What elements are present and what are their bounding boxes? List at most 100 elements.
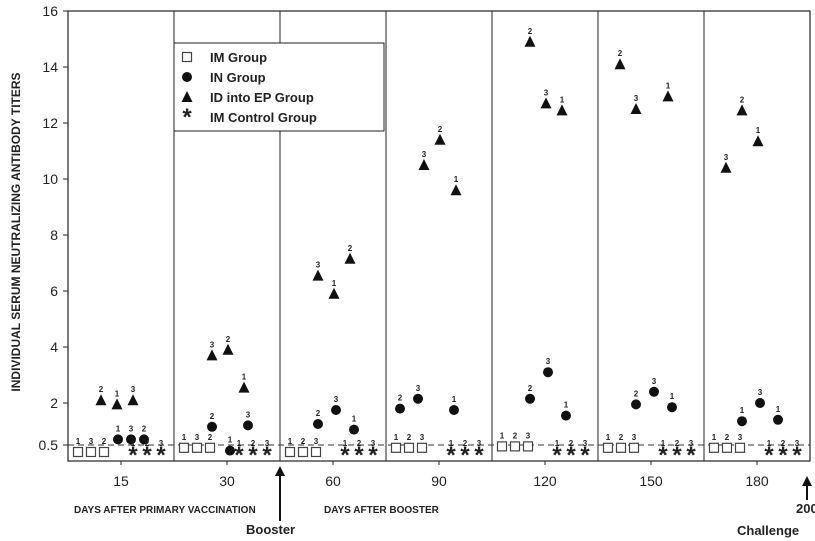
point-label: 3	[738, 433, 743, 442]
caption-challenge-day: 200	[796, 501, 815, 516]
point-label: 3	[758, 388, 763, 397]
point-label: 3	[195, 433, 200, 442]
y-tick-label: 6	[50, 283, 58, 299]
square-mark	[734, 442, 746, 453]
point-label: 1	[767, 439, 772, 448]
circle-mark	[207, 421, 217, 432]
legend-item-circle: IN Group	[182, 70, 266, 85]
point-label: 2	[226, 335, 231, 344]
point-label: 3	[632, 433, 637, 442]
square-mark	[708, 442, 720, 453]
point-label: 2	[781, 439, 786, 448]
triangle-mark	[418, 159, 430, 170]
square-mark	[615, 442, 627, 453]
point-label: 1	[115, 389, 120, 398]
triangle-mark	[752, 135, 764, 147]
point-label: 1	[116, 424, 121, 433]
point-label: 2	[142, 424, 147, 433]
point-label: 2	[316, 409, 321, 418]
point-label: 1	[394, 433, 399, 442]
point-label: 3	[131, 385, 136, 394]
square-mark	[602, 442, 614, 453]
x-axis: 15 30 60 90 120 150 180	[113, 461, 812, 521]
y-tick-label: 2	[50, 395, 58, 411]
point-label: 2	[145, 439, 150, 448]
series-im-control-group: *1 *2 *3 *1 *2 *3 *1 *2 *3 *1 *2 *3 *1 *2 *3 *1 *2 *3 *1 *2…	[128, 439, 802, 469]
caption-days-after-booster: DAYS AFTER BOOSTER	[324, 505, 440, 516]
square-mark	[390, 442, 402, 453]
circle-mark	[773, 414, 783, 425]
square-mark	[310, 446, 322, 458]
asterisk-mark: *	[792, 442, 802, 469]
square-mark	[509, 441, 521, 452]
point-label: 1	[288, 437, 293, 446]
legend-triangle-icon	[181, 91, 193, 102]
triangle-mark	[614, 58, 626, 70]
point-label: 1	[449, 439, 454, 448]
asterisk-mark: *	[368, 442, 378, 469]
point-label: 3	[246, 410, 251, 419]
booster-arrow	[275, 466, 285, 521]
circle-mark	[649, 386, 659, 397]
point-label: 3	[477, 439, 482, 448]
point-label: 3	[334, 395, 339, 404]
circle-mark	[449, 405, 459, 415]
triangle-mark	[238, 381, 250, 393]
point-label: 2	[407, 433, 412, 442]
point-label: 2	[210, 412, 215, 421]
point-label: 2	[99, 385, 104, 394]
point-label: 2	[619, 433, 624, 442]
point-label: 2	[251, 439, 256, 448]
point-label: 1	[452, 395, 457, 404]
triangle-mark	[206, 349, 218, 361]
point-label: 1	[454, 175, 459, 184]
caption-booster: Booster	[246, 522, 295, 537]
point-label: 1	[756, 126, 761, 135]
point-label: 1	[740, 406, 745, 415]
asterisk-mark: *	[460, 442, 470, 469]
legend-label: ID into EP Group	[210, 90, 314, 105]
point-label: 3	[89, 437, 94, 446]
asterisk-mark: *	[156, 442, 166, 469]
y-tick-label: 16	[42, 3, 58, 19]
series-id-into-ep-group: 2 1 3 3 2 1 3 1 2 3 2 1 2 3 1 2 3 1 3 2 1	[95, 27, 764, 410]
legend: IM Group IN Group ID into EP Group * IM Cont…	[173, 42, 385, 132]
y-axis-title: INDIVIDUAL SERUM NEUTRALIZING ANTIBODY T…	[9, 72, 23, 391]
asterisk-mark: *	[142, 442, 152, 469]
point-label: 2	[398, 394, 403, 403]
square-mark	[98, 446, 110, 458]
circle-mark	[349, 424, 359, 435]
point-label: 2	[513, 431, 518, 440]
asterisk-mark: *	[658, 442, 668, 469]
point-label: 1	[352, 415, 357, 424]
point-label: 2	[618, 49, 623, 58]
point-label: 3	[795, 439, 800, 448]
legend-label: IM Control Group	[210, 110, 317, 125]
square-mark	[284, 446, 296, 458]
square-mark	[403, 442, 415, 453]
point-label: 1	[666, 81, 671, 90]
point-label: 3	[546, 357, 551, 366]
square-mark	[496, 441, 508, 452]
point-label: 1	[555, 439, 560, 448]
circle-mark	[413, 393, 423, 404]
triangle-mark	[127, 394, 139, 406]
x-tick-label-60: 60	[325, 473, 341, 489]
triangle-mark	[328, 287, 340, 299]
point-label: 1	[670, 392, 675, 401]
y-tick-label: 14	[42, 59, 58, 75]
circle-mark	[395, 403, 405, 414]
triangle-mark	[312, 269, 324, 281]
legend-label: IM Group	[210, 50, 267, 65]
square-mark	[522, 441, 534, 452]
circle-mark	[667, 402, 677, 413]
point-label: 3	[265, 439, 270, 448]
y-tick-label: 8	[50, 227, 58, 243]
y-axis: 0.5 2 4 6 8 10 12 14 16	[39, 3, 68, 453]
asterisk-mark: *	[672, 442, 682, 469]
square-mark	[297, 446, 309, 458]
triangle-mark	[662, 90, 674, 102]
square-mark	[178, 442, 190, 453]
point-label: 3	[526, 431, 531, 440]
